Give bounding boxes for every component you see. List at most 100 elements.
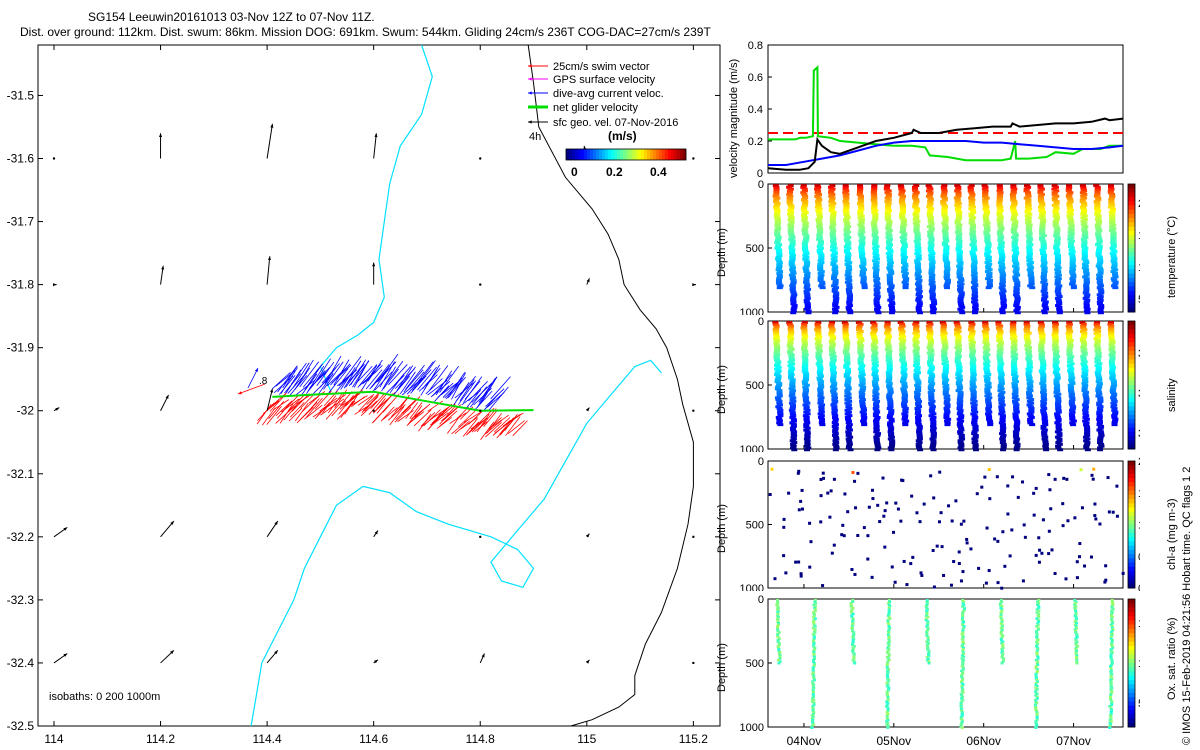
chla-point [1111, 510, 1115, 514]
oxygen-point [777, 652, 781, 656]
temperature-point [858, 239, 865, 243]
temperature-point [774, 246, 781, 250]
salinity-point [1040, 360, 1047, 364]
temperature-point [1038, 200, 1045, 204]
temperature-point [984, 221, 991, 225]
temperature-point [897, 184, 904, 187]
temperature-point [814, 184, 821, 187]
temperature-point [1043, 307, 1050, 311]
temperature-point [803, 280, 810, 284]
temperature-point [940, 201, 947, 205]
salinity-point [860, 407, 867, 411]
speed-colorbar-cell [656, 149, 660, 160]
salinity-point [801, 322, 808, 326]
temperature-point [857, 200, 864, 204]
temperature-point [1041, 304, 1048, 308]
salinity-point [1052, 324, 1059, 328]
salinity-point [1052, 365, 1059, 369]
salinity-point [898, 326, 905, 330]
temperature-point [775, 237, 782, 241]
oxygen-point [1110, 651, 1114, 654]
chla-point [883, 509, 887, 513]
temperature-point [1093, 207, 1100, 211]
temperature-point [1108, 196, 1115, 200]
temperature-point [1067, 216, 1074, 220]
salinity-point [901, 364, 908, 368]
salinity-point [1025, 349, 1032, 353]
temperature-point [927, 234, 934, 238]
oxygen-point [961, 631, 965, 634]
temperature-point [928, 243, 935, 247]
temperature-point [999, 311, 1006, 315]
temperature-point [942, 253, 949, 257]
temperature-point [885, 207, 892, 211]
temperature-point [1096, 302, 1103, 306]
temperature-point [1013, 266, 1020, 270]
temperature-point [1026, 268, 1033, 272]
salinity-point [971, 423, 978, 427]
temperature-point [873, 293, 880, 297]
salinity-point [816, 344, 823, 348]
salinity-point [997, 364, 1004, 368]
salinity-point [914, 412, 921, 416]
salinity-point [956, 405, 963, 409]
oxygen-point [1073, 620, 1077, 624]
temperature-point [970, 230, 977, 234]
temperature-point [1053, 212, 1060, 216]
oxygen-point [813, 617, 817, 620]
salinity-point [1095, 374, 1102, 378]
salinity-point [983, 367, 990, 371]
swim-vector [512, 420, 528, 437]
temperature-point [1067, 241, 1074, 245]
chla-point [892, 530, 896, 534]
temperature-point [1108, 198, 1115, 202]
oxygen-point [885, 651, 889, 654]
oxygen-section: 050010005010015004Nov05Nov06Nov07Nov [740, 594, 1140, 748]
swim-vector [262, 407, 276, 426]
salinity-point [997, 346, 1004, 350]
temperature-point [1026, 244, 1033, 248]
oxygen-point [1109, 715, 1113, 719]
salinity-point [1039, 335, 1046, 339]
salinity-point [1070, 419, 1077, 423]
temperature-point [1110, 237, 1117, 241]
temperature-point [774, 225, 781, 229]
salinity-point [927, 344, 934, 348]
isobath-legend: isobaths: 0 200 1000m [49, 691, 160, 703]
oxygen-point [1034, 675, 1038, 679]
temperature-point [871, 203, 878, 207]
speed-colorbar-cell [677, 149, 681, 160]
temperature-point [830, 244, 837, 248]
temperature-point [970, 280, 977, 284]
salinity-point [1067, 329, 1074, 333]
temperature-point [830, 262, 837, 266]
salinity-point [1010, 321, 1017, 324]
temperature-point [846, 268, 853, 272]
oxygen-point [812, 663, 816, 667]
salinity-point [1096, 376, 1103, 380]
oxygen-point [851, 625, 855, 628]
salinity-point [999, 428, 1006, 432]
oxygen-point [777, 661, 781, 665]
salinity-point [1097, 439, 1104, 443]
temperature-point [1098, 291, 1105, 295]
oxygen-point [962, 606, 966, 610]
salinity-point [815, 346, 822, 350]
salinity-point [970, 374, 977, 378]
oxygen-point [776, 622, 780, 625]
temperature-point [915, 268, 922, 272]
temperature-point [1029, 286, 1036, 290]
temperature-point [1028, 277, 1035, 281]
temperature-point [929, 277, 936, 281]
temperature-point [859, 241, 866, 245]
temperature-point [843, 192, 850, 196]
temperature-point [1055, 270, 1062, 274]
salinity-point [984, 360, 991, 364]
salinity-point [1111, 399, 1118, 403]
salinity-point [1010, 340, 1017, 344]
salinity-point [859, 380, 866, 384]
swim-vector [336, 400, 356, 420]
temperature-point [1039, 235, 1046, 239]
salinity-point [1080, 362, 1087, 366]
salinity-point [1038, 353, 1045, 357]
